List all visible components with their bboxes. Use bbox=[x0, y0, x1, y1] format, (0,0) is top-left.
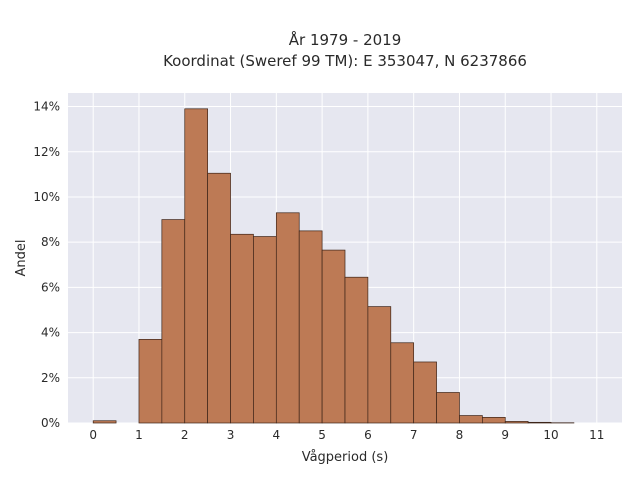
y-tick-label: 8% bbox=[41, 235, 60, 249]
histogram-bar bbox=[161, 219, 186, 424]
y-axis-label: Andel bbox=[14, 240, 29, 277]
y-axis-ticks: 0% 2% 4% 6% 8% 10% 12% 14% bbox=[33, 100, 60, 430]
y-tick-label: 0% bbox=[41, 416, 60, 430]
histogram-bar bbox=[344, 276, 369, 424]
x-tick-label: 1 bbox=[135, 428, 143, 442]
histogram-bar bbox=[321, 249, 346, 424]
x-tick-label: 2 bbox=[181, 428, 189, 442]
x-axis-label: Vågperiod (s) bbox=[302, 450, 389, 465]
histogram-bar bbox=[527, 421, 552, 424]
histogram-bar bbox=[275, 212, 300, 424]
histogram-bar bbox=[92, 420, 117, 424]
chart-title-line-1: År 1979 - 2019 bbox=[289, 30, 402, 49]
histogram-bar bbox=[482, 416, 506, 424]
x-tick-label: 11 bbox=[589, 428, 604, 442]
x-tick-label: 9 bbox=[501, 428, 509, 442]
x-tick-label: 3 bbox=[227, 428, 235, 442]
histogram-bar bbox=[253, 236, 277, 424]
chart-title-line-2: Koordinat (Sweref 99 TM): E 353047, N 62… bbox=[163, 52, 527, 70]
y-tick-label: 6% bbox=[41, 280, 60, 294]
histogram-bar bbox=[298, 230, 323, 424]
x-tick-label: 10 bbox=[543, 428, 558, 442]
y-tick-label: 10% bbox=[33, 190, 60, 204]
histogram-bar bbox=[184, 108, 208, 424]
histogram-bar bbox=[413, 361, 437, 424]
x-tick-label: 5 bbox=[318, 428, 326, 442]
x-axis-ticks: 0 1 2 3 4 5 6 7 8 9 10 11 bbox=[89, 428, 604, 442]
histogram-bar bbox=[459, 415, 483, 424]
y-tick-label: 4% bbox=[41, 326, 60, 340]
x-tick-label: 7 bbox=[410, 428, 418, 442]
x-tick-label: 6 bbox=[364, 428, 372, 442]
histogram-bar bbox=[390, 342, 415, 424]
x-tick-label: 8 bbox=[456, 428, 464, 442]
histogram-bar bbox=[230, 233, 254, 424]
y-tick-label: 2% bbox=[41, 371, 60, 385]
x-tick-label: 0 bbox=[89, 428, 97, 442]
y-tick-label: 14% bbox=[33, 100, 60, 114]
histogram-bar bbox=[207, 172, 231, 424]
histogram-bar bbox=[138, 339, 163, 424]
histogram-bar bbox=[367, 306, 392, 424]
bars bbox=[92, 108, 575, 424]
histogram-bar bbox=[504, 421, 529, 424]
y-tick-label: 12% bbox=[33, 145, 60, 159]
histogram-bar bbox=[436, 392, 460, 424]
x-tick-label: 4 bbox=[273, 428, 281, 442]
